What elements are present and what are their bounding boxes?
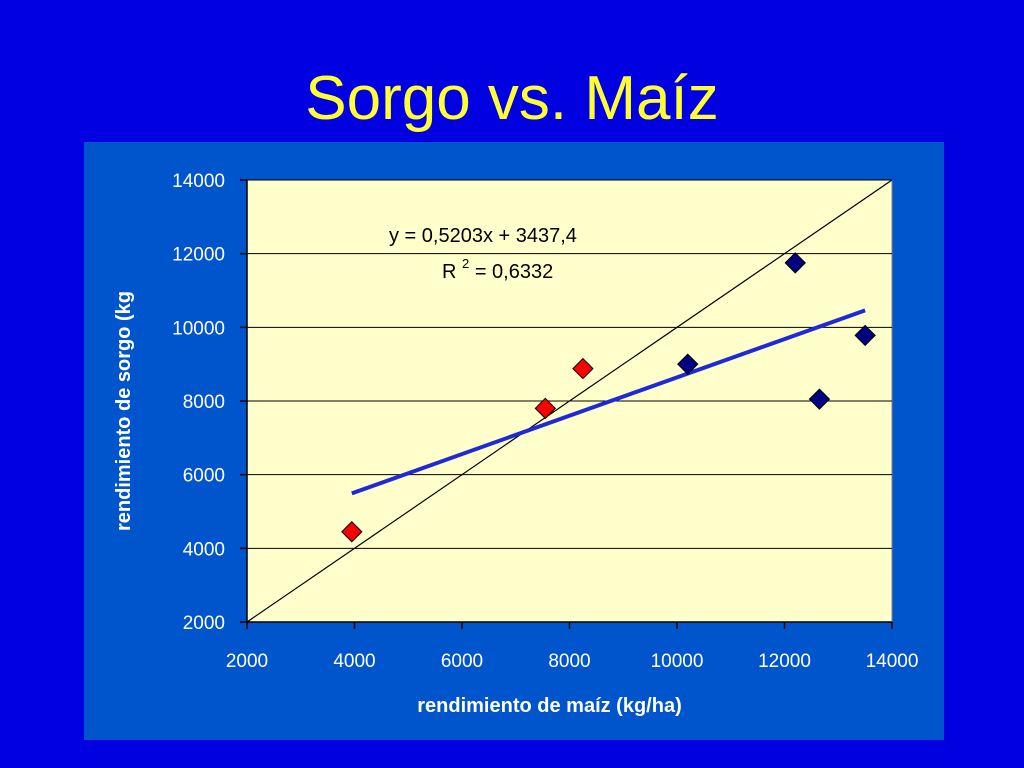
x-tick-label: 6000 [441, 651, 483, 672]
slide-title: Sorgo vs. Maíz [305, 64, 719, 133]
data-point-red [572, 357, 594, 380]
data-point-blue [808, 388, 831, 410]
chart-panel: 2000 4000 6000 8000 10000 12000 14000 2000 4000… [84, 142, 944, 740]
x-axis: 2000 4000 6000 8000 10000 12000 14000 [226, 621, 919, 672]
x-tick-label: 4000 [333, 651, 375, 672]
y-tick-label: 8000 [183, 392, 225, 413]
x-tick-label: 14000 [866, 651, 919, 672]
identity-line [246, 179, 893, 623]
r-squared-exponent: 2 [462, 256, 469, 271]
y-tick-label: 4000 [183, 539, 225, 560]
r-squared-value: = 0,6332 [475, 261, 553, 283]
y-tick-label: 10000 [172, 318, 225, 339]
y-axis-title: rendimiento de sorgo (kg [113, 291, 135, 531]
data-point-blue [784, 252, 806, 274]
data-points [341, 252, 876, 543]
x-tick-label: 8000 [548, 651, 590, 672]
data-point-blue [677, 353, 699, 375]
y-tick-label: 12000 [172, 245, 225, 266]
trend-line [351, 308, 866, 496]
scatter-chart: 2000 4000 6000 8000 10000 12000 14000 2000 4000… [113, 171, 919, 717]
x-tick-label: 12000 [758, 651, 811, 672]
trend-equation-label: y = 0,5203x + 3437,4 [389, 225, 577, 247]
r-squared-label: R 2 = 0,6332 [442, 251, 553, 283]
y-tick-label: 14000 [172, 171, 225, 192]
x-axis-title: rendimiento de maíz (kg/ha) [417, 695, 681, 717]
x-tick-label: 10000 [651, 651, 704, 672]
r-squared-prefix: R [442, 261, 456, 283]
data-point-red [534, 397, 557, 420]
y-tick-label: 6000 [183, 466, 225, 487]
data-point-blue [854, 324, 876, 347]
x-tick-label: 2000 [226, 651, 268, 672]
y-tick-label: 2000 [183, 613, 225, 634]
data-point-red [341, 521, 363, 543]
y-axis: 2000 4000 6000 8000 10000 12000 14000 [172, 171, 248, 634]
